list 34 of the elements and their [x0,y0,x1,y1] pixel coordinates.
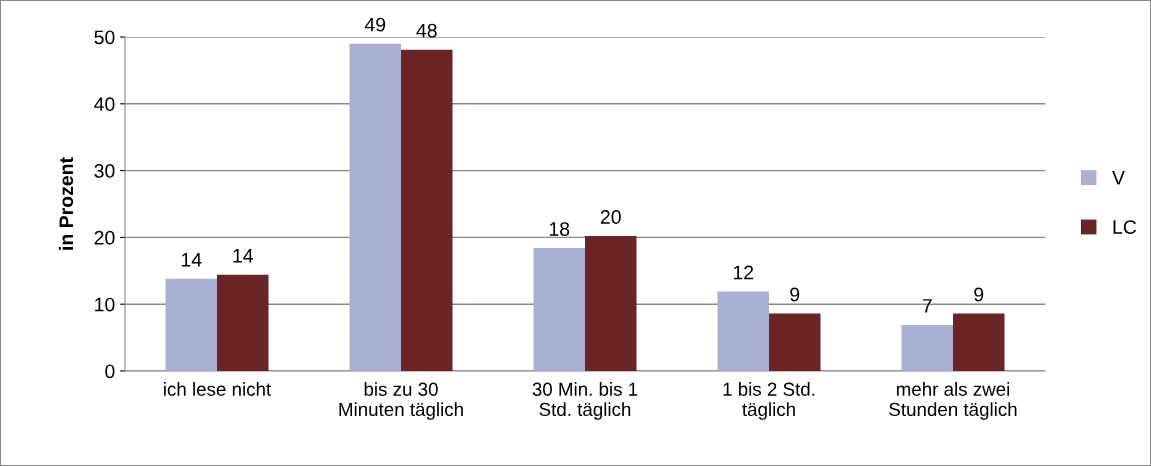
legend-label: V [1112,171,1125,185]
data-label: 12 [733,265,754,280]
bar [769,313,821,371]
bar [717,291,769,371]
bar [349,43,401,371]
y-tick-label: 0 [105,364,115,379]
x-tick-label: 1 bis 2 Std. täglich [723,382,815,420]
data-label: 7 [922,299,932,313]
x-tick-label: bis zu 30 Minuten täglich [339,382,463,420]
data-label: 20 [600,210,621,224]
x-tick-label: mehr als zwei Stunden täglich [889,382,1017,420]
y-tick-label: 40 [94,97,115,112]
bar [953,313,1005,371]
data-label: 9 [790,287,800,302]
bar [585,236,637,371]
y-axis-title: in Prozent [58,157,74,250]
y-tick-label: 50 [94,30,115,45]
data-label: 14 [181,253,202,267]
bar [217,274,269,371]
legend-label: LC [1113,220,1137,234]
data-label: 14 [233,249,254,263]
data-label: 18 [549,222,570,236]
bar [165,278,217,371]
bar [401,49,453,371]
bar [901,324,953,371]
x-tick-label: 30 Min. bis 1 Std. täglich [532,382,638,420]
x-tick-label: ich lese nicht [164,382,272,396]
data-label: 48 [416,23,437,38]
data-label: 49 [364,17,386,32]
data-label: 9 [974,287,984,302]
y-tick-label: 30 [94,164,115,178]
y-tick-label: 10 [95,297,115,312]
bar [533,248,585,371]
y-tick-label: 20 [94,230,115,245]
